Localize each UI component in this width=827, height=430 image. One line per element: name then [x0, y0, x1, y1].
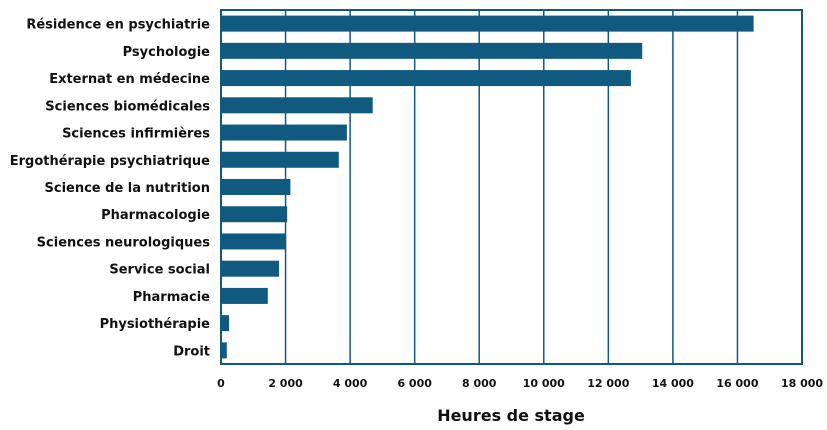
x-tick-label: 12 000	[587, 377, 629, 390]
x-tick-label: 6 000	[397, 377, 432, 390]
bar	[221, 233, 286, 250]
x-tick-label: 0	[217, 377, 225, 390]
category-label: Sciences biomédicales	[45, 99, 210, 114]
x-tick-label: 16 000	[716, 377, 758, 390]
x-tick-label: 14 000	[652, 377, 694, 390]
bar	[221, 124, 347, 141]
bar	[221, 70, 631, 87]
category-label: Pharmacologie	[101, 208, 210, 223]
x-tick-labels: 0 2 000 4 000 6 000 8 000 10 000 12 000 14 000 1…	[217, 377, 823, 390]
plot-frame	[220, 9, 803, 365]
bar	[221, 42, 643, 59]
x-axis-title: Heures de stage	[437, 406, 585, 425]
category-label: Externat en médecine	[49, 72, 210, 87]
category-label: Science de la nutrition	[45, 181, 211, 196]
category-label: Droit	[173, 344, 210, 359]
x-tick-label: 2 000	[268, 377, 303, 390]
x-tick-label: 18 000	[781, 377, 823, 390]
x-tick-label: 10 000	[523, 377, 565, 390]
bar	[221, 151, 339, 168]
bar	[221, 342, 227, 359]
category-label: Sciences neurologiques	[37, 235, 211, 250]
bar	[221, 15, 754, 32]
category-label: Physiothérapie	[100, 317, 211, 332]
bar	[221, 287, 268, 304]
category-label: Résidence en psychiatrie	[26, 18, 210, 33]
category-label: Psychologie	[123, 45, 211, 60]
category-labels: Résidence en psychiatrie Psychologie Exter…	[10, 18, 211, 360]
bar	[221, 260, 280, 277]
category-label: Pharmacie	[133, 290, 210, 305]
category-label: Ergothérapie psychiatrique	[10, 154, 210, 169]
bar	[221, 179, 291, 195]
bar	[221, 97, 373, 114]
grid-lines	[284, 10, 739, 364]
category-label: Sciences infirmières	[62, 127, 210, 142]
bar	[221, 315, 230, 332]
bars	[221, 15, 754, 359]
category-label: Service social	[109, 263, 210, 278]
bar	[221, 206, 288, 223]
x-tick-label: 4 000	[333, 377, 368, 390]
x-tick-label: 8 000	[462, 377, 497, 390]
